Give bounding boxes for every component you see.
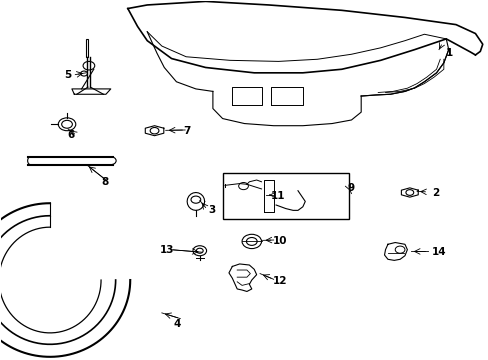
Text: 12: 12	[272, 276, 286, 286]
Bar	[222, 173, 348, 219]
Text: 2: 2	[431, 188, 438, 198]
Text: 5: 5	[64, 69, 72, 80]
Text: 6: 6	[67, 130, 74, 140]
Text: 8: 8	[101, 177, 108, 187]
Text: 4: 4	[174, 319, 181, 329]
Text: 14: 14	[431, 247, 446, 257]
Text: 7: 7	[183, 126, 191, 136]
Text: 10: 10	[272, 237, 286, 247]
Text: 3: 3	[207, 205, 215, 215]
Text: 9: 9	[347, 183, 354, 193]
Text: 1: 1	[446, 48, 452, 58]
Text: 13: 13	[159, 245, 174, 255]
Text: 11: 11	[271, 191, 285, 201]
